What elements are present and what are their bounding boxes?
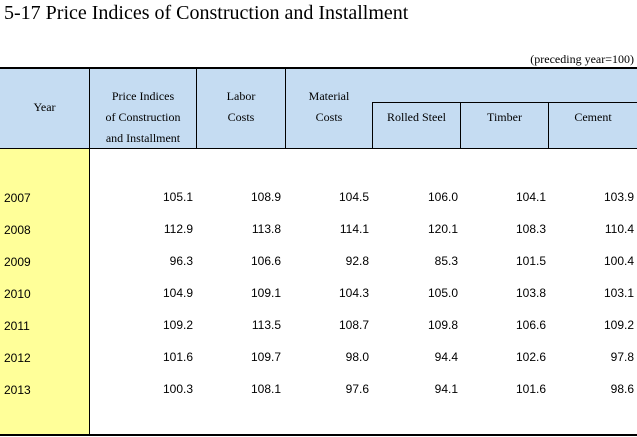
row-year: 2013 [4,383,31,397]
cell-material: 104.3 [338,286,369,300]
cell-rolled-steel: 94.1 [434,382,458,396]
row-year: 2012 [4,351,31,365]
cell-cement: 98.6 [610,382,634,396]
row-year: 2007 [4,191,31,205]
cell-material: 92.8 [345,254,369,268]
header-labor-line-1: Labor [226,89,256,103]
cell-labor: 106.6 [250,254,281,268]
cell-price-indices: 109.2 [162,318,193,332]
cell-price-indices: 101.6 [162,350,193,364]
cell-timber: 102.6 [515,350,546,364]
header-divider-5 [548,102,549,149]
cell-price-indices: 104.9 [162,286,193,300]
cell-material: 98.0 [345,350,369,364]
cell-rolled-steel: 85.3 [434,254,458,268]
header-divider-3 [372,102,373,149]
cell-rolled-steel: 120.1 [427,222,458,236]
cell-cement: 100.4 [603,254,634,268]
header-labor-costs: Labor Costs [197,86,285,128]
page-title: 5-17 Price Indices of Construction and I… [4,2,409,24]
cell-cement: 97.8 [610,350,634,364]
header-material-line-2: Costs [315,110,343,124]
cell-timber: 106.6 [515,318,546,332]
cell-cement: 110.4 [604,222,634,236]
cell-price-indices: 105.1 [162,190,193,204]
cell-material: 114.1 [339,222,369,236]
header-divider-1 [196,68,197,149]
cell-timber: 101.6 [515,382,546,396]
cell-cement: 103.9 [603,190,634,204]
header-price-indices: Price Indices of Construction and Instal… [90,86,196,149]
cell-material: 108.7 [338,318,369,332]
cell-cement: 109.2 [603,318,634,332]
cell-rolled-steel: 109.8 [427,318,458,332]
cell-timber: 101.5 [515,254,546,268]
header-material-line-1: Material [308,89,350,103]
year-column-background [0,149,90,435]
cell-labor: 109.7 [250,350,281,364]
row-year: 2011 [4,319,30,333]
cell-labor: 108.9 [250,190,281,204]
header-rolled-steel: Rolled Steel [387,110,446,124]
cell-timber: 104.1 [515,190,546,204]
cell-labor: 109.1 [250,286,281,300]
header-price-indices-line-1: Price Indices [111,89,175,103]
cell-cement: 103.1 [603,286,634,300]
cell-material: 97.6 [345,382,369,396]
header-bottom-border [0,148,637,149]
header-labor-line-2: Costs [227,110,255,124]
cell-labor: 113.8 [251,222,281,236]
cell-material: 104.5 [338,190,369,204]
unit-note: (preceding year=100) [530,52,634,66]
header-price-indices-line-2: of Construction [105,110,181,124]
cell-rolled-steel: 105.0 [427,286,458,300]
table-bottom-border [0,434,637,436]
table-header-background [0,68,637,149]
header-material-costs: Material Costs [286,86,372,128]
cell-timber: 103.8 [515,286,546,300]
row-year: 2010 [4,287,31,301]
header-cement: Cement [574,110,612,124]
cell-labor: 108.1 [250,382,281,396]
header-divider-4 [460,102,461,149]
year-column-divider [89,68,90,435]
header-timber: Timber [487,110,522,124]
row-year: 2008 [4,223,31,237]
header-year: Year [33,100,56,114]
row-year: 2009 [4,255,31,269]
cell-timber: 108.3 [515,222,546,236]
cell-labor: 113.5 [251,318,281,332]
table-top-border [0,67,637,69]
cell-price-indices: 96.3 [169,254,193,268]
cell-rolled-steel: 106.0 [427,190,458,204]
material-subheader-border [372,102,637,103]
header-divider-2 [285,68,286,149]
cell-rolled-steel: 94.4 [434,350,458,364]
cell-price-indices: 100.3 [162,382,193,396]
header-price-indices-line-3: and Installment [105,131,181,145]
cell-price-indices: 112.9 [163,222,193,236]
